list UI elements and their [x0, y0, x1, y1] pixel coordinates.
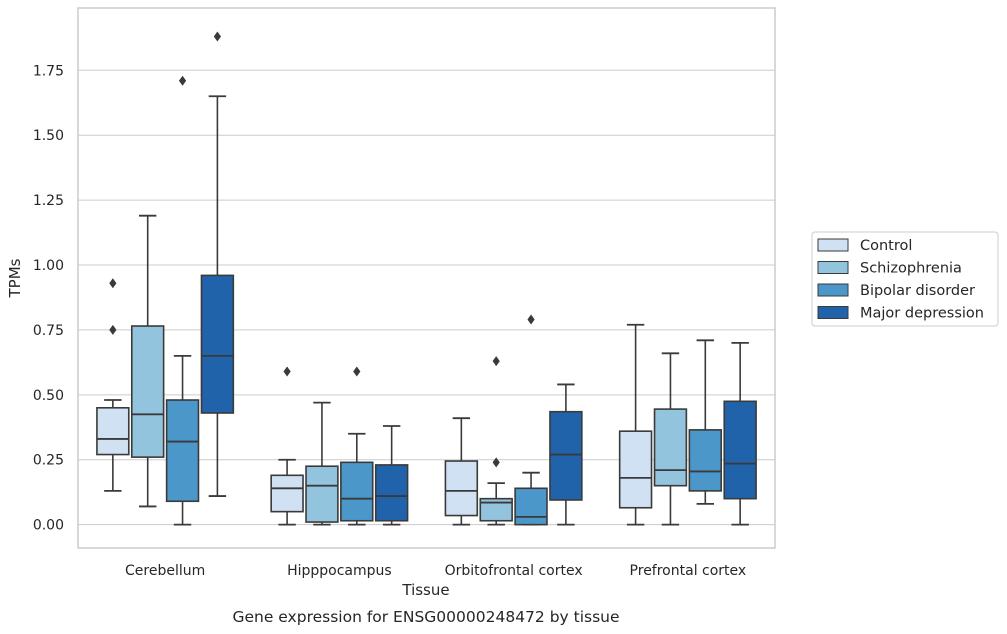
box-0-2 [165, 75, 200, 526]
box-3-0 [618, 323, 653, 526]
outlier-point [353, 366, 361, 377]
box-2-2 [514, 314, 548, 526]
legend-label: Bipolar disorder [860, 283, 975, 299]
outlier-point [213, 31, 221, 42]
box-body [200, 274, 235, 414]
box-body [653, 408, 688, 487]
legend-swatch [817, 283, 849, 297]
outlier-point [492, 356, 500, 367]
legend-swatch [817, 238, 849, 252]
x-axis-label: Tissue [401, 581, 449, 599]
box-body [374, 464, 409, 522]
plot-area-frame [77, 7, 776, 549]
legend-swatch [817, 261, 849, 274]
outlier-point [109, 278, 117, 289]
x-tick-label: Prefrontal cortex [630, 563, 747, 579]
box-body [549, 410, 583, 501]
x-tick-label: Cerebellum [125, 563, 205, 579]
legend-swatch [817, 306, 849, 319]
outlier-point [527, 314, 535, 325]
box-body [165, 399, 200, 503]
box-1-3 [374, 425, 409, 526]
box-3-2 [688, 339, 723, 505]
box-body [130, 325, 165, 458]
y-tick-labels: 0.00 0.25 0.50 0.75 1.00 1.25 1.50 1.75 [33, 63, 64, 533]
box-3-3 [723, 342, 757, 526]
outlier-point [109, 324, 117, 335]
x-tick-label: Orbitofrontal cortex [445, 563, 583, 579]
box-0-3 [200, 31, 235, 497]
box-1-0 [270, 366, 304, 526]
y-tick-label: 0.50 [33, 388, 64, 404]
legend-label: Schizophrenia [860, 261, 962, 277]
y-tick-label: 0.00 [33, 518, 64, 534]
outlier-point [178, 75, 187, 86]
box-0-0 [96, 278, 130, 492]
box-body [723, 400, 757, 500]
boxes [96, 31, 757, 526]
box-body [444, 460, 479, 517]
box-body [270, 474, 304, 513]
y-tick-label: 0.75 [33, 323, 64, 339]
legend-frame [811, 231, 999, 327]
legend: Control Schizophrenia Bipolar disorder Majo… [811, 231, 999, 327]
y-axis-label: TPMs [6, 258, 24, 298]
y-tick-label: 1.50 [33, 128, 64, 144]
legend-label: Control [860, 238, 912, 254]
figure-caption: Gene expression for ENSG00000248472 by t… [232, 608, 619, 626]
y-tick-label: 1.25 [33, 193, 64, 209]
box-2-1 [479, 356, 513, 526]
box-body [479, 497, 513, 522]
box-1-1 [305, 401, 339, 526]
box-3-1 [653, 352, 688, 526]
outlier-point [283, 366, 291, 377]
box-body [340, 461, 374, 522]
y-tick-label: 1.75 [33, 63, 64, 79]
x-tick-labels: Cerebellum Hipppocampus Orbitofrontal cort… [125, 563, 746, 579]
box-body [305, 465, 339, 523]
legend-label: Major depression [860, 306, 984, 322]
box-body [96, 407, 130, 456]
box-body [688, 429, 723, 492]
box-1-2 [340, 366, 374, 526]
box-body [514, 487, 548, 526]
outlier-point [492, 457, 500, 468]
x-tick-label: Hipppocampus [287, 563, 392, 579]
box-body [618, 430, 653, 509]
y-tick-label: 0.25 [33, 453, 64, 469]
box-2-3 [549, 383, 583, 526]
box-2-0 [444, 417, 479, 526]
box-0-1 [130, 214, 165, 508]
y-tick-label: 1.00 [33, 258, 64, 274]
